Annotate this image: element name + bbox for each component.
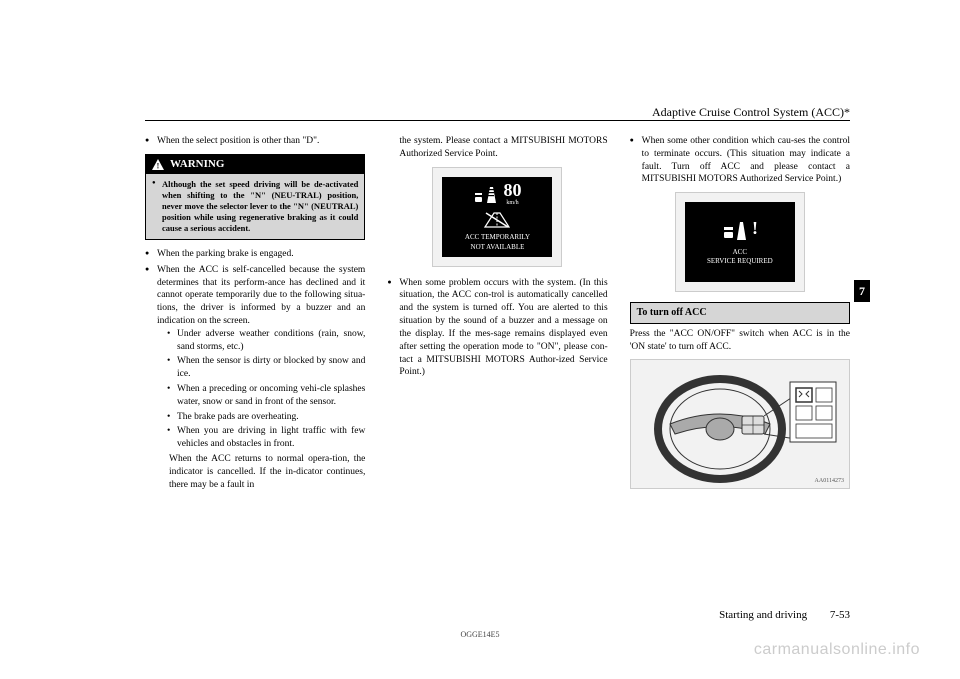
display-line1: ACC TEMPORARILY: [465, 233, 530, 242]
display-speed: 80: [503, 181, 521, 199]
display-top-row: 80 km/h: [473, 181, 521, 207]
list-item-text: When the ACC is self-cancelled because t…: [157, 265, 365, 326]
bullet-list: When the parking brake is engaged. When …: [145, 248, 365, 492]
column-2: the system. Please contact a MITSUBISHI …: [387, 135, 607, 619]
car-distance-icon: [473, 183, 497, 205]
paragraph: Press the "ACC ON/OFF" switch when ACC i…: [630, 328, 850, 354]
warning-title: WARNING: [170, 157, 224, 172]
warning-header: ! WARNING: [146, 155, 364, 174]
list-item: When the parking brake is engaged.: [145, 248, 365, 261]
dashboard-display-image: ! ACC SERVICE REQUIRED: [675, 192, 805, 292]
document-code: OGGE14E5: [0, 630, 960, 639]
display-line2: NOT AVAILABLE: [465, 243, 530, 252]
display-text: ACC SERVICE REQUIRED: [707, 248, 773, 267]
sub-list-item: When the sensor is dirty or blocked by s…: [167, 355, 365, 381]
sub-list: Under adverse weather conditions (rain, …: [157, 328, 365, 451]
bullet-list: When some other condition which cau-ses …: [630, 135, 850, 186]
image-code: AA0114273: [815, 477, 844, 485]
page-header-title: Adaptive Cruise Control System (ACC)*: [652, 105, 850, 120]
warning-text: Although the set speed driving will be d…: [152, 179, 358, 234]
display-line1: ACC: [707, 248, 773, 257]
bullet-list: When the select position is other than "…: [145, 135, 365, 148]
list-item: When some other condition which cau-ses …: [630, 135, 850, 186]
road-unavailable-icon: [482, 211, 512, 229]
list-item: When the select position is other than "…: [145, 135, 365, 148]
chapter-number: 7: [859, 284, 865, 299]
car-warning-icon: !: [720, 218, 760, 244]
display-screen: 80 km/h ACC TEMPORARILY NOT AVAILABLE: [442, 177, 552, 257]
display-line2: SERVICE REQUIRED: [707, 257, 773, 266]
footer-section: Starting and driving: [719, 609, 807, 621]
continuation-text: the system. Please contact a MITSUBISHI …: [387, 135, 607, 161]
warning-box: ! WARNING Although the set speed driving…: [145, 154, 365, 240]
dashboard-display-image: 80 km/h ACC TEMPORARILY NOT AVAILABLE: [432, 167, 562, 267]
chapter-tab: 7: [854, 280, 870, 302]
header-rule: [145, 120, 850, 121]
column-3: When some other condition which cau-ses …: [630, 135, 850, 619]
steering-wheel-icon: [640, 364, 840, 484]
bullet-list: When some problem occurs with the system…: [387, 277, 607, 380]
sub-list-item: The brake pads are overheating.: [167, 411, 365, 424]
display-text: ACC TEMPORARILY NOT AVAILABLE: [465, 233, 530, 252]
steering-wheel-image: AA0114273: [630, 359, 850, 489]
svg-text:!: !: [157, 161, 160, 170]
section-heading: To turn off ACC: [630, 302, 850, 324]
continuation-text: When the ACC returns to normal opera-tio…: [157, 453, 365, 491]
watermark: carmanualsonline.info: [754, 641, 920, 659]
display-screen: ! ACC SERVICE REQUIRED: [685, 202, 795, 282]
list-item: When some problem occurs with the system…: [387, 277, 607, 380]
sub-list-item: Under adverse weather conditions (rain, …: [167, 328, 365, 354]
column-1: When the select position is other than "…: [145, 135, 365, 619]
display-unit: km/h: [503, 199, 521, 207]
footer-page-number: 7-53: [830, 609, 850, 621]
warning-body: Although the set speed driving will be d…: [146, 174, 364, 239]
sub-list-item: When a preceding or oncoming vehi-cle sp…: [167, 383, 365, 409]
list-item: When the ACC is self-cancelled because t…: [145, 264, 365, 492]
content-columns: When the select position is other than "…: [145, 135, 850, 619]
speed-block: 80 km/h: [503, 181, 521, 207]
svg-text:!: !: [752, 218, 758, 238]
sub-list-item: When you are driving in light traffic wi…: [167, 425, 365, 451]
page-footer: Starting and driving 7-53: [719, 609, 850, 621]
manual-page: Adaptive Cruise Control System (ACC)* 7 …: [0, 0, 960, 679]
warning-triangle-icon: !: [152, 159, 164, 170]
